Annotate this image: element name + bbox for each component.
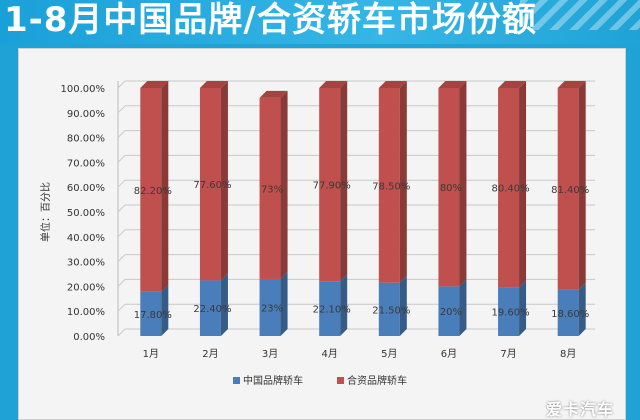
bar-top	[259, 90, 288, 98]
y-tick-label: 0.00%	[73, 332, 105, 343]
grid-diagonal	[117, 105, 126, 114]
bar-joint-venture	[498, 88, 520, 288]
bar-side	[459, 81, 467, 287]
y-tick-label: 70.00%	[67, 158, 105, 169]
x-tick-label: 6月	[441, 348, 457, 360]
grid-diagonal	[117, 130, 126, 138]
data-label: 82.20%	[134, 186, 172, 197]
y-tick-label: 90.00%	[67, 109, 105, 120]
legend-swatch	[233, 377, 240, 384]
x-tick-label: 5月	[381, 348, 397, 360]
bar-top	[140, 81, 169, 88]
bar-side	[280, 271, 288, 336]
bar-side	[399, 275, 407, 336]
y-tick-label: 10.00%	[67, 307, 105, 318]
bar-side	[220, 273, 228, 336]
bar-chinese-brand	[438, 286, 460, 336]
data-label: 17.80%	[134, 310, 172, 321]
bar-side	[161, 284, 169, 336]
bar-chinese-brand	[378, 282, 400, 336]
grid-diagonal	[117, 179, 126, 188]
data-label: 73%	[261, 184, 283, 195]
bar-side	[578, 81, 586, 290]
bar-joint-venture	[378, 88, 400, 283]
x-tick-label: 7月	[500, 348, 516, 360]
bar-top	[199, 81, 228, 88]
bar-top	[498, 81, 527, 88]
bar-chinese-brand	[557, 289, 579, 336]
bar-chinese-brand	[259, 278, 281, 336]
bar-joint-venture	[319, 88, 341, 282]
y-tick-label: 50.00%	[67, 208, 105, 219]
data-label: 19.60%	[491, 308, 529, 319]
bar-top	[438, 81, 467, 88]
x-tick-label: 4月	[322, 348, 338, 360]
bar-joint-venture	[259, 97, 281, 279]
bar-side	[399, 81, 407, 283]
bar-side	[459, 279, 467, 336]
data-label: 20%	[440, 307, 462, 318]
grid-diagonal	[117, 303, 126, 312]
x-tick-label: 1月	[143, 348, 159, 360]
watermark-logo: 爱卡汽车	[545, 400, 614, 419]
y-tick-label: 80.00%	[67, 134, 105, 145]
decorative-stripes	[520, 0, 640, 30]
bar-joint-venture	[438, 88, 460, 287]
bar-top	[557, 81, 586, 88]
y-tick-label: 100.00%	[61, 84, 106, 95]
legend-label: 合资品牌轿车	[347, 374, 407, 387]
grid-diagonal	[117, 229, 126, 238]
legend-swatch	[337, 377, 344, 384]
data-label: 81.40%	[551, 185, 589, 196]
data-label: 78.50%	[372, 181, 410, 192]
bar-joint-venture	[557, 88, 579, 290]
data-label: 23%	[261, 303, 283, 314]
bar-side	[220, 81, 228, 281]
y-tick-label: 60.00%	[67, 183, 105, 194]
grid-diagonal	[117, 254, 126, 262]
data-label: 77.90%	[313, 181, 351, 192]
bar-chinese-brand	[319, 281, 341, 336]
bar-side	[519, 280, 527, 336]
data-label: 22.10%	[313, 305, 351, 316]
title-banner: 1-8月中国品牌/合资轿车市场份额	[0, 0, 640, 44]
bar-side	[578, 282, 586, 336]
bar-chinese-brand	[140, 291, 162, 336]
data-label: 80%	[440, 183, 462, 194]
y-tick-label: 20.00%	[67, 282, 105, 293]
data-label: 77.60%	[193, 180, 231, 191]
grid-diagonal	[117, 155, 126, 163]
grid-diagonal	[117, 80, 126, 89]
x-tick-label: 8月	[560, 348, 576, 360]
bar-joint-venture	[140, 88, 162, 292]
grid-diagonal	[117, 204, 126, 213]
bar-side	[340, 81, 348, 282]
bar-side	[161, 81, 169, 292]
bar-chinese-brand	[498, 287, 520, 336]
bar-chinese-brand	[199, 280, 221, 336]
y-axis-title: 单位：百分比	[39, 182, 52, 242]
data-label: 22.40%	[193, 304, 231, 315]
data-label: 18.60%	[551, 309, 589, 320]
bar-side	[519, 81, 527, 288]
x-tick-label: 2月	[202, 348, 218, 360]
bar-top	[378, 81, 407, 88]
data-label: 80.40%	[491, 184, 529, 195]
bar-top	[319, 81, 348, 88]
y-tick-label: 40.00%	[67, 233, 105, 244]
x-tick-label: 3月	[262, 348, 278, 360]
bar-side	[280, 90, 288, 279]
y-tick-label: 30.00%	[67, 258, 105, 269]
grid-diagonal	[117, 279, 126, 287]
bar-side	[340, 274, 348, 336]
grid-diagonal	[117, 328, 126, 337]
page-title: 1-8月中国品牌/合资轿车市场份额	[4, 0, 537, 40]
bar-joint-venture	[199, 88, 221, 281]
legend-label: 中国品牌轿车	[243, 374, 303, 387]
data-label: 21.50%	[372, 305, 410, 316]
